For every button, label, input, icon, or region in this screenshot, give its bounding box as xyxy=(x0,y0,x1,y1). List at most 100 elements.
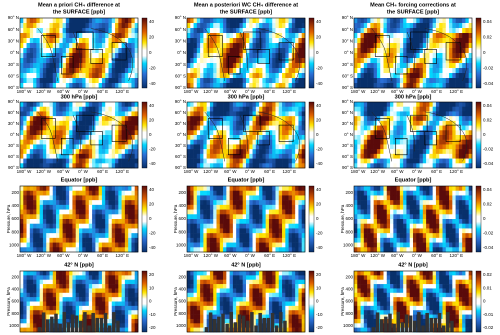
field-cell xyxy=(426,247,430,252)
field-cell xyxy=(272,159,276,164)
field-cell xyxy=(269,214,273,219)
field-cell xyxy=(282,43,286,48)
field-cell xyxy=(400,116,404,121)
field-cell xyxy=(220,121,224,126)
field-cell xyxy=(266,130,270,135)
field-cell xyxy=(210,154,214,159)
field-cell xyxy=(406,78,410,83)
field-cell xyxy=(295,224,299,229)
field-cell xyxy=(20,154,24,159)
field-cell xyxy=(465,243,469,248)
field-cell xyxy=(413,195,417,200)
lon-label: 120° W xyxy=(203,169,219,174)
field-cell xyxy=(190,38,194,43)
field-cell xyxy=(370,38,374,43)
field-cell xyxy=(66,297,70,302)
field-cell xyxy=(459,116,463,121)
field-cell xyxy=(429,121,433,126)
field-cell xyxy=(36,297,40,302)
field-cell xyxy=(449,224,453,229)
field-cell xyxy=(246,238,250,243)
field-cell xyxy=(226,111,230,116)
field-cell xyxy=(410,38,414,43)
field-cell xyxy=(403,214,407,219)
field-cell xyxy=(364,135,368,140)
field-cell xyxy=(190,63,194,68)
field-cell xyxy=(223,111,227,116)
field-cell xyxy=(380,107,384,112)
field-cell xyxy=(403,224,407,229)
field-cell xyxy=(217,243,221,248)
field-cell xyxy=(122,78,126,83)
field-cell xyxy=(43,63,47,68)
pressure-axis-label: Pressure, hPa xyxy=(6,204,11,233)
field-cell xyxy=(33,205,37,210)
field-cell xyxy=(43,233,47,238)
field-cell xyxy=(446,200,450,205)
field-cell xyxy=(197,219,201,224)
field-cell xyxy=(20,107,24,112)
field-cell xyxy=(256,73,260,78)
field-cell xyxy=(276,224,280,229)
lat-label: 60° N xyxy=(8,27,19,32)
field-cell xyxy=(109,191,113,196)
lon-label: 60° W xyxy=(391,253,404,258)
field-cell xyxy=(295,135,299,140)
field-cell xyxy=(56,53,60,58)
field-cell xyxy=(109,144,113,149)
field-cell xyxy=(210,43,214,48)
field-cell xyxy=(279,210,283,215)
field-cell xyxy=(53,38,57,43)
field-cell xyxy=(109,219,113,224)
field-cell xyxy=(253,200,257,205)
field-cell xyxy=(298,191,302,196)
field-cell xyxy=(367,121,371,126)
field-cell xyxy=(364,159,368,164)
field-cell xyxy=(20,297,24,302)
field-cell xyxy=(197,130,201,135)
field-cell xyxy=(27,293,31,298)
field-cell xyxy=(259,224,263,229)
field-cell xyxy=(374,111,378,116)
field-cell xyxy=(125,163,129,168)
field-cell xyxy=(295,247,299,252)
field-cell xyxy=(400,28,404,33)
field-cell xyxy=(416,233,420,238)
field-cell xyxy=(452,159,456,164)
field-cell xyxy=(89,238,93,243)
field-cell xyxy=(295,191,299,196)
field-cell xyxy=(33,238,37,243)
field-cell xyxy=(95,130,99,135)
field-cell xyxy=(456,140,460,145)
field-cell xyxy=(72,200,76,205)
field-cell xyxy=(249,33,253,38)
field-cell xyxy=(102,68,106,73)
field-cell xyxy=(357,195,361,200)
field-cell xyxy=(223,149,227,154)
field-cell xyxy=(76,83,80,88)
field-cell xyxy=(374,107,378,112)
field-cell xyxy=(364,107,368,112)
field-cell xyxy=(63,210,67,215)
field-cell xyxy=(223,228,227,233)
field-cell xyxy=(23,116,27,121)
field-cell xyxy=(217,186,221,191)
field-cell xyxy=(397,28,401,33)
field-cell xyxy=(30,53,34,58)
field-cell xyxy=(76,228,80,233)
field-cell xyxy=(66,271,70,276)
field-cell xyxy=(76,116,80,121)
field-cell xyxy=(259,200,263,205)
field-cell xyxy=(433,102,437,107)
field-cell xyxy=(410,205,414,210)
field-cell xyxy=(89,154,93,159)
field-cell xyxy=(276,43,280,48)
field-cell xyxy=(354,149,358,154)
field-cell xyxy=(289,63,293,68)
field-cell xyxy=(105,43,109,48)
field-cell xyxy=(40,140,44,145)
field-cell xyxy=(465,38,469,43)
field-cell xyxy=(125,154,129,159)
field-cell xyxy=(33,323,37,328)
field-cell xyxy=(128,210,132,215)
